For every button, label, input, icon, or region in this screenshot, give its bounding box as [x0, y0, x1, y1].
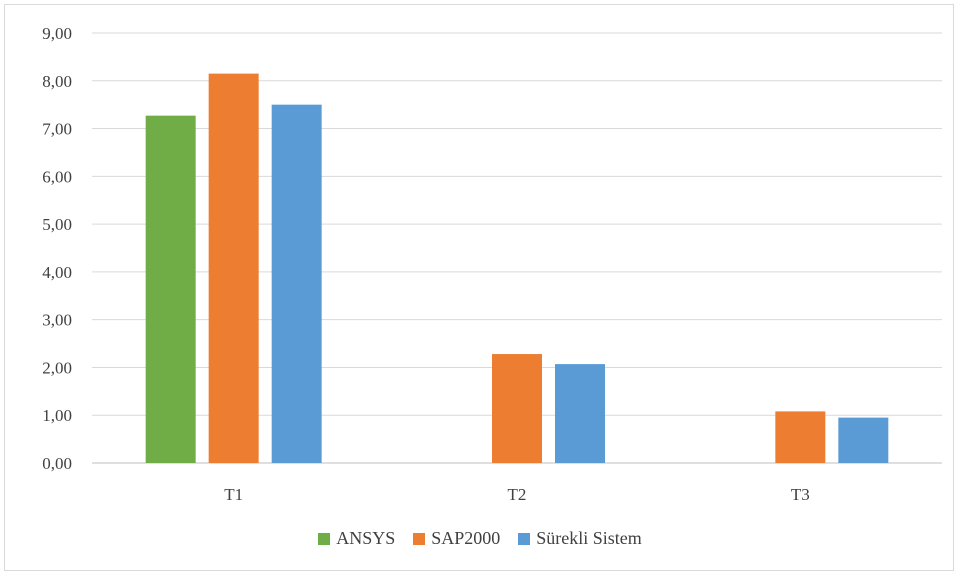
legend-label-sap2000: SAP2000 [431, 528, 501, 548]
bar-s-rekli-sistem-t3 [838, 417, 889, 463]
legend-swatch-sap2000 [413, 532, 426, 545]
bar-sap2000-t1 [208, 73, 259, 463]
bar-ansys-t1 [145, 115, 196, 464]
bar-sap2000-t3 [775, 411, 826, 463]
x-tick-label: T1 [224, 485, 243, 504]
legend: ANSYS SAP2000 Sürekli Sistem [0, 528, 960, 549]
y-tick-label: 2,00 [42, 358, 72, 377]
y-tick-label: 8,00 [42, 72, 72, 91]
legend-label-surekli-sistem: Sürekli Sistem [536, 528, 642, 548]
y-tick-label: 1,00 [42, 406, 72, 425]
y-tick-label: 0,00 [42, 454, 72, 473]
y-tick-label: 5,00 [42, 215, 72, 234]
y-tick-label: 3,00 [42, 311, 72, 330]
x-tick-label: T2 [508, 485, 527, 504]
legend-swatch-ansys [318, 532, 331, 545]
legend-swatch-surekli-sistem [518, 532, 531, 545]
y-tick-label: 4,00 [42, 263, 72, 282]
bar-s-rekli-sistem-t1 [271, 104, 322, 464]
legend-item-sap2000: SAP2000 [413, 528, 500, 549]
legend-item-surekli-sistem: Sürekli Sistem [518, 528, 642, 549]
legend-label-ansys: ANSYS [336, 528, 396, 548]
legend-item-ansys: ANSYS [318, 528, 395, 549]
bar-s-rekli-sistem-t2 [555, 364, 605, 463]
y-tick-label: 6,00 [42, 167, 72, 186]
y-tick-label: 7,00 [42, 120, 72, 139]
x-tick-label: T3 [791, 485, 810, 504]
y-tick-label: 9,00 [42, 24, 72, 43]
bar-sap2000-t2 [492, 354, 542, 463]
